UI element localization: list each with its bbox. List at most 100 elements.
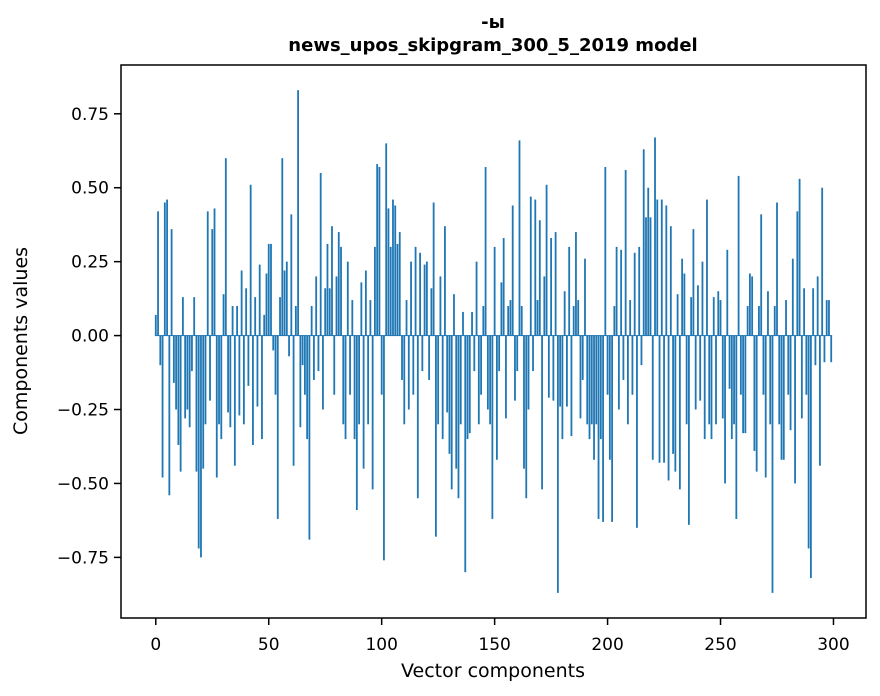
- bar: [394, 205, 397, 336]
- bar: [703, 335, 706, 440]
- y-tick-label: 0.50: [71, 179, 109, 199]
- bars-layer: [154, 90, 833, 593]
- bar: [516, 335, 519, 372]
- bar: [448, 335, 451, 454]
- bar: [279, 297, 281, 336]
- bar: [468, 335, 471, 434]
- bar: [227, 335, 229, 413]
- bar: [369, 300, 372, 336]
- bar: [385, 143, 388, 336]
- bar: [509, 300, 512, 336]
- bar: [434, 335, 437, 537]
- bar: [620, 249, 623, 336]
- bar: [748, 273, 751, 336]
- bar: [209, 335, 211, 401]
- zero-baseline: [154, 335, 833, 337]
- bar: [554, 232, 557, 336]
- bar: [285, 261, 288, 336]
- bar: [392, 199, 394, 336]
- bar: [349, 335, 351, 395]
- bar: [437, 335, 440, 425]
- bar: [319, 172, 322, 336]
- bar: [398, 232, 401, 336]
- bar: [525, 335, 528, 499]
- bar: [172, 335, 175, 383]
- bar: [236, 306, 239, 336]
- bar: [678, 335, 681, 490]
- bar: [566, 335, 568, 407]
- bar: [416, 335, 419, 499]
- x-tick-label: 50: [258, 635, 280, 655]
- bar: [753, 335, 756, 451]
- bar: [292, 335, 295, 466]
- bar: [224, 158, 227, 336]
- bar: [367, 335, 370, 425]
- y-tick-label: −0.25: [57, 401, 109, 421]
- bar: [288, 335, 290, 357]
- bar: [547, 335, 550, 398]
- bar: [726, 249, 729, 336]
- bar: [608, 335, 611, 460]
- bar: [586, 335, 589, 425]
- bar: [617, 335, 620, 410]
- bar: [473, 335, 476, 372]
- bar: [306, 335, 309, 440]
- bar: [631, 335, 634, 395]
- bar: [405, 300, 408, 336]
- bar: [771, 335, 774, 593]
- bar: [477, 335, 480, 425]
- bar: [536, 300, 539, 336]
- bar: [299, 335, 302, 428]
- bar: [588, 335, 591, 440]
- bar: [654, 137, 656, 336]
- y-tick-label: −0.75: [57, 548, 109, 568]
- bar: [396, 243, 399, 336]
- bar: [572, 306, 575, 336]
- bar: [681, 258, 684, 336]
- bar: [685, 335, 688, 425]
- bar: [249, 184, 252, 336]
- bar: [633, 252, 636, 336]
- bar: [728, 335, 731, 389]
- bar: [719, 300, 722, 336]
- bar: [378, 167, 381, 336]
- bar: [328, 288, 331, 336]
- bar: [733, 335, 735, 425]
- bar: [692, 229, 695, 336]
- bar: [581, 335, 584, 380]
- bar: [346, 261, 349, 336]
- bar: [186, 335, 189, 410]
- bar: [179, 335, 182, 472]
- bar: [787, 335, 790, 395]
- bar: [455, 335, 458, 469]
- bar: [701, 261, 704, 336]
- bar: [805, 335, 808, 395]
- bar: [276, 335, 279, 519]
- bar: [529, 196, 532, 336]
- bar: [480, 335, 482, 395]
- y-axis-label: Components values: [10, 247, 32, 435]
- bar: [744, 335, 747, 434]
- bar: [807, 335, 810, 549]
- bar: [414, 246, 417, 336]
- bar: [428, 335, 431, 380]
- bar: [364, 270, 367, 336]
- chart-subtitle: news_upos_skipgram_300_5_2019 model: [288, 35, 697, 56]
- bar: [168, 335, 171, 496]
- axes-layer: 0 50 100 150 200 250 300 0.75 0.50 0.25 0.00 −0.25 −…: [57, 64, 867, 655]
- bar: [545, 184, 548, 336]
- bar: [247, 335, 250, 386]
- bar: [699, 335, 702, 401]
- bar: [439, 276, 442, 336]
- bar: [782, 335, 785, 460]
- bar: [421, 335, 424, 372]
- bar: [425, 261, 428, 336]
- bar: [459, 335, 462, 425]
- bar: [222, 294, 225, 336]
- bar: [270, 243, 272, 336]
- bar: [604, 167, 607, 336]
- bar: [333, 335, 336, 395]
- bar: [710, 335, 713, 440]
- bar: [355, 335, 358, 511]
- bar: [742, 335, 745, 434]
